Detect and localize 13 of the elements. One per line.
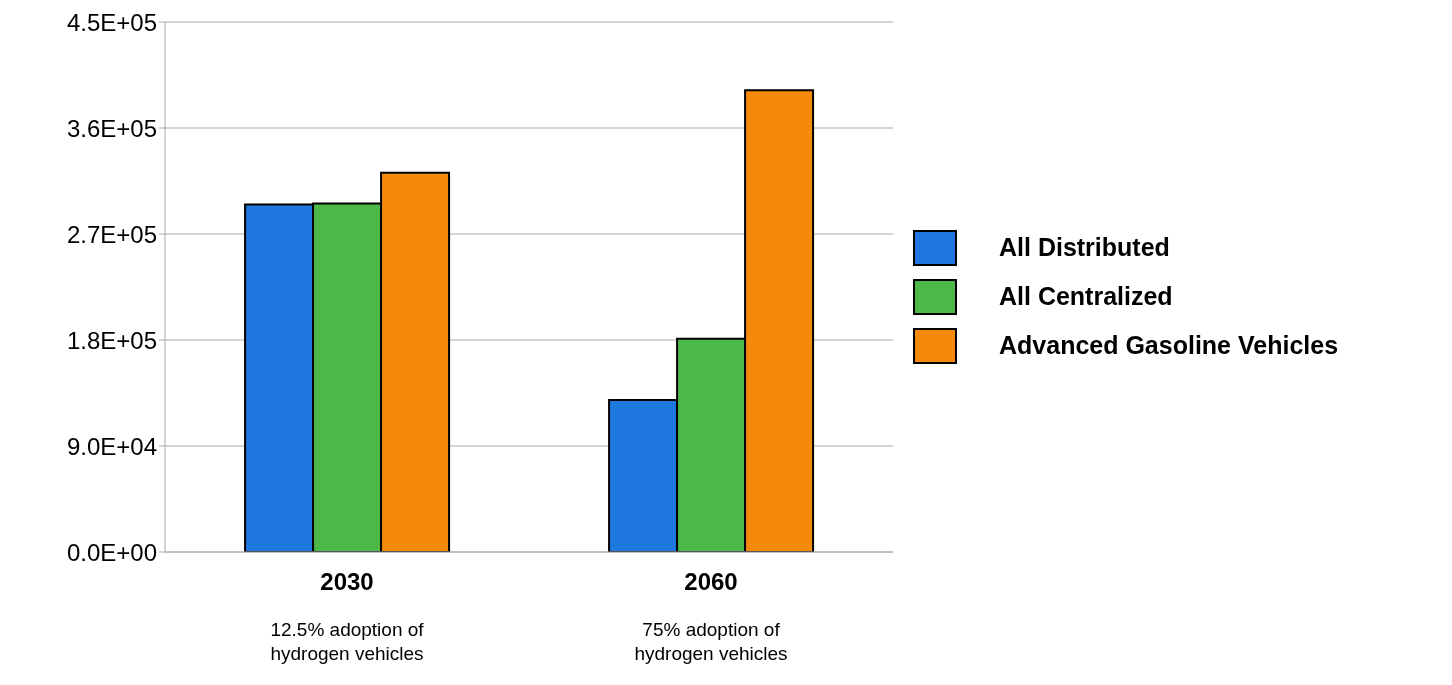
- text: 12.5% adoption of hydrogen vehicles: [270, 619, 425, 664]
- legend-label: All Distributed: [999, 233, 1170, 262]
- x-tick-label: 2030: [320, 568, 374, 595]
- legend-label: Advanced Gasoline Vehicles: [999, 331, 1339, 360]
- y-tick-label: 2.7E+05: [66, 220, 157, 248]
- text: 75% adoption of hydrogen vehicles: [634, 619, 788, 664]
- x-tick-label: 2060: [684, 568, 738, 595]
- y-tick-label: 0.0E+00: [66, 538, 157, 566]
- y-tick-label: 3.6E+05: [66, 114, 157, 142]
- y-tick-label: 9.0E+04: [66, 432, 157, 460]
- legend-label: All Centralized: [999, 282, 1173, 311]
- y-tick-label: 1.8E+05: [66, 326, 157, 354]
- y-tick-label: 4.5E+05: [66, 8, 157, 36]
